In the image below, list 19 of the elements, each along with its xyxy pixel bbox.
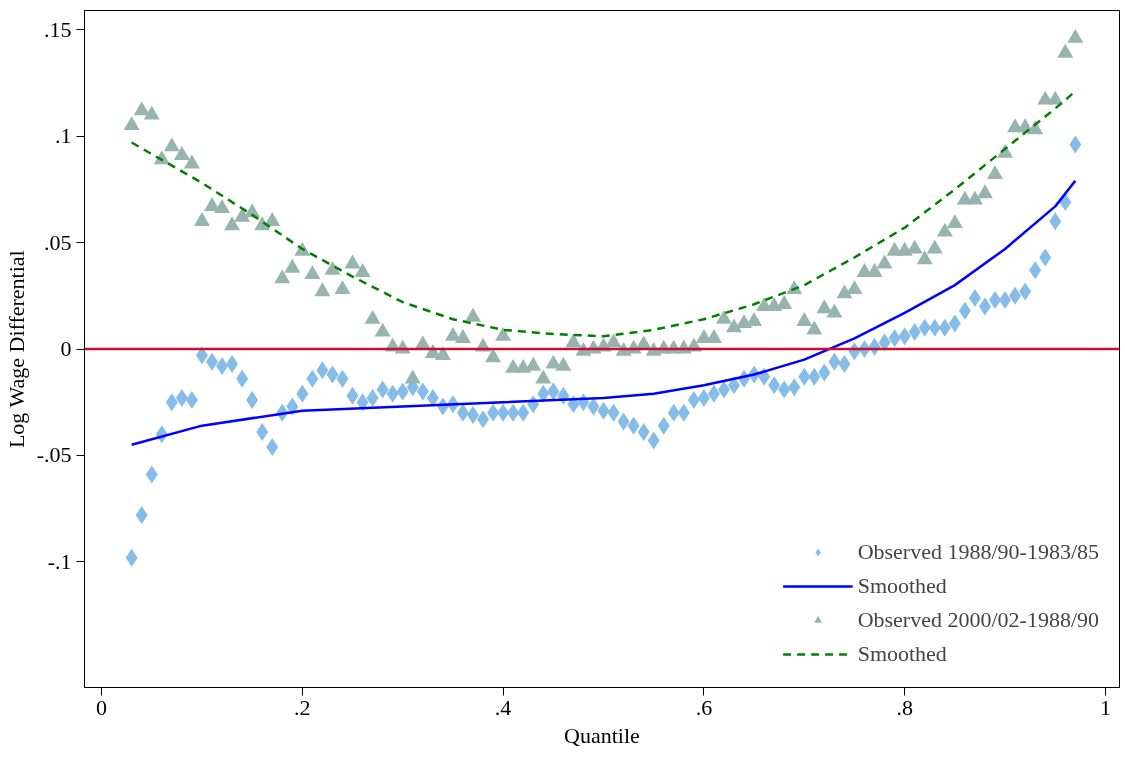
x-tick-label: .6	[695, 694, 713, 720]
y-tick-label: -.1	[47, 548, 72, 574]
x-tick-label: 1	[1099, 694, 1111, 720]
y-axis-title: Log Wage Differential	[3, 250, 29, 449]
legend-label: Smoothed	[857, 641, 947, 667]
legend-label: Observed 1988/90-1983/85	[857, 539, 1099, 565]
y-tick-label: .05	[44, 229, 72, 255]
y-tick-label: .15	[44, 16, 72, 42]
x-axis-title: Quantile	[564, 722, 640, 748]
y-tick-label: .1	[55, 123, 72, 149]
x-tick-label: .4	[494, 694, 512, 720]
x-tick-label: .8	[896, 694, 913, 720]
y-tick-label: 0	[60, 336, 72, 361]
line-series	[130, 179, 1077, 447]
legend-label: Smoothed	[857, 573, 947, 599]
x-tick-label: .2	[294, 694, 311, 720]
x-tick-label: 0	[96, 694, 108, 720]
legend-label: Observed 2000/02-1988/90	[857, 607, 1099, 633]
y-tick-label: -.05	[36, 442, 72, 468]
